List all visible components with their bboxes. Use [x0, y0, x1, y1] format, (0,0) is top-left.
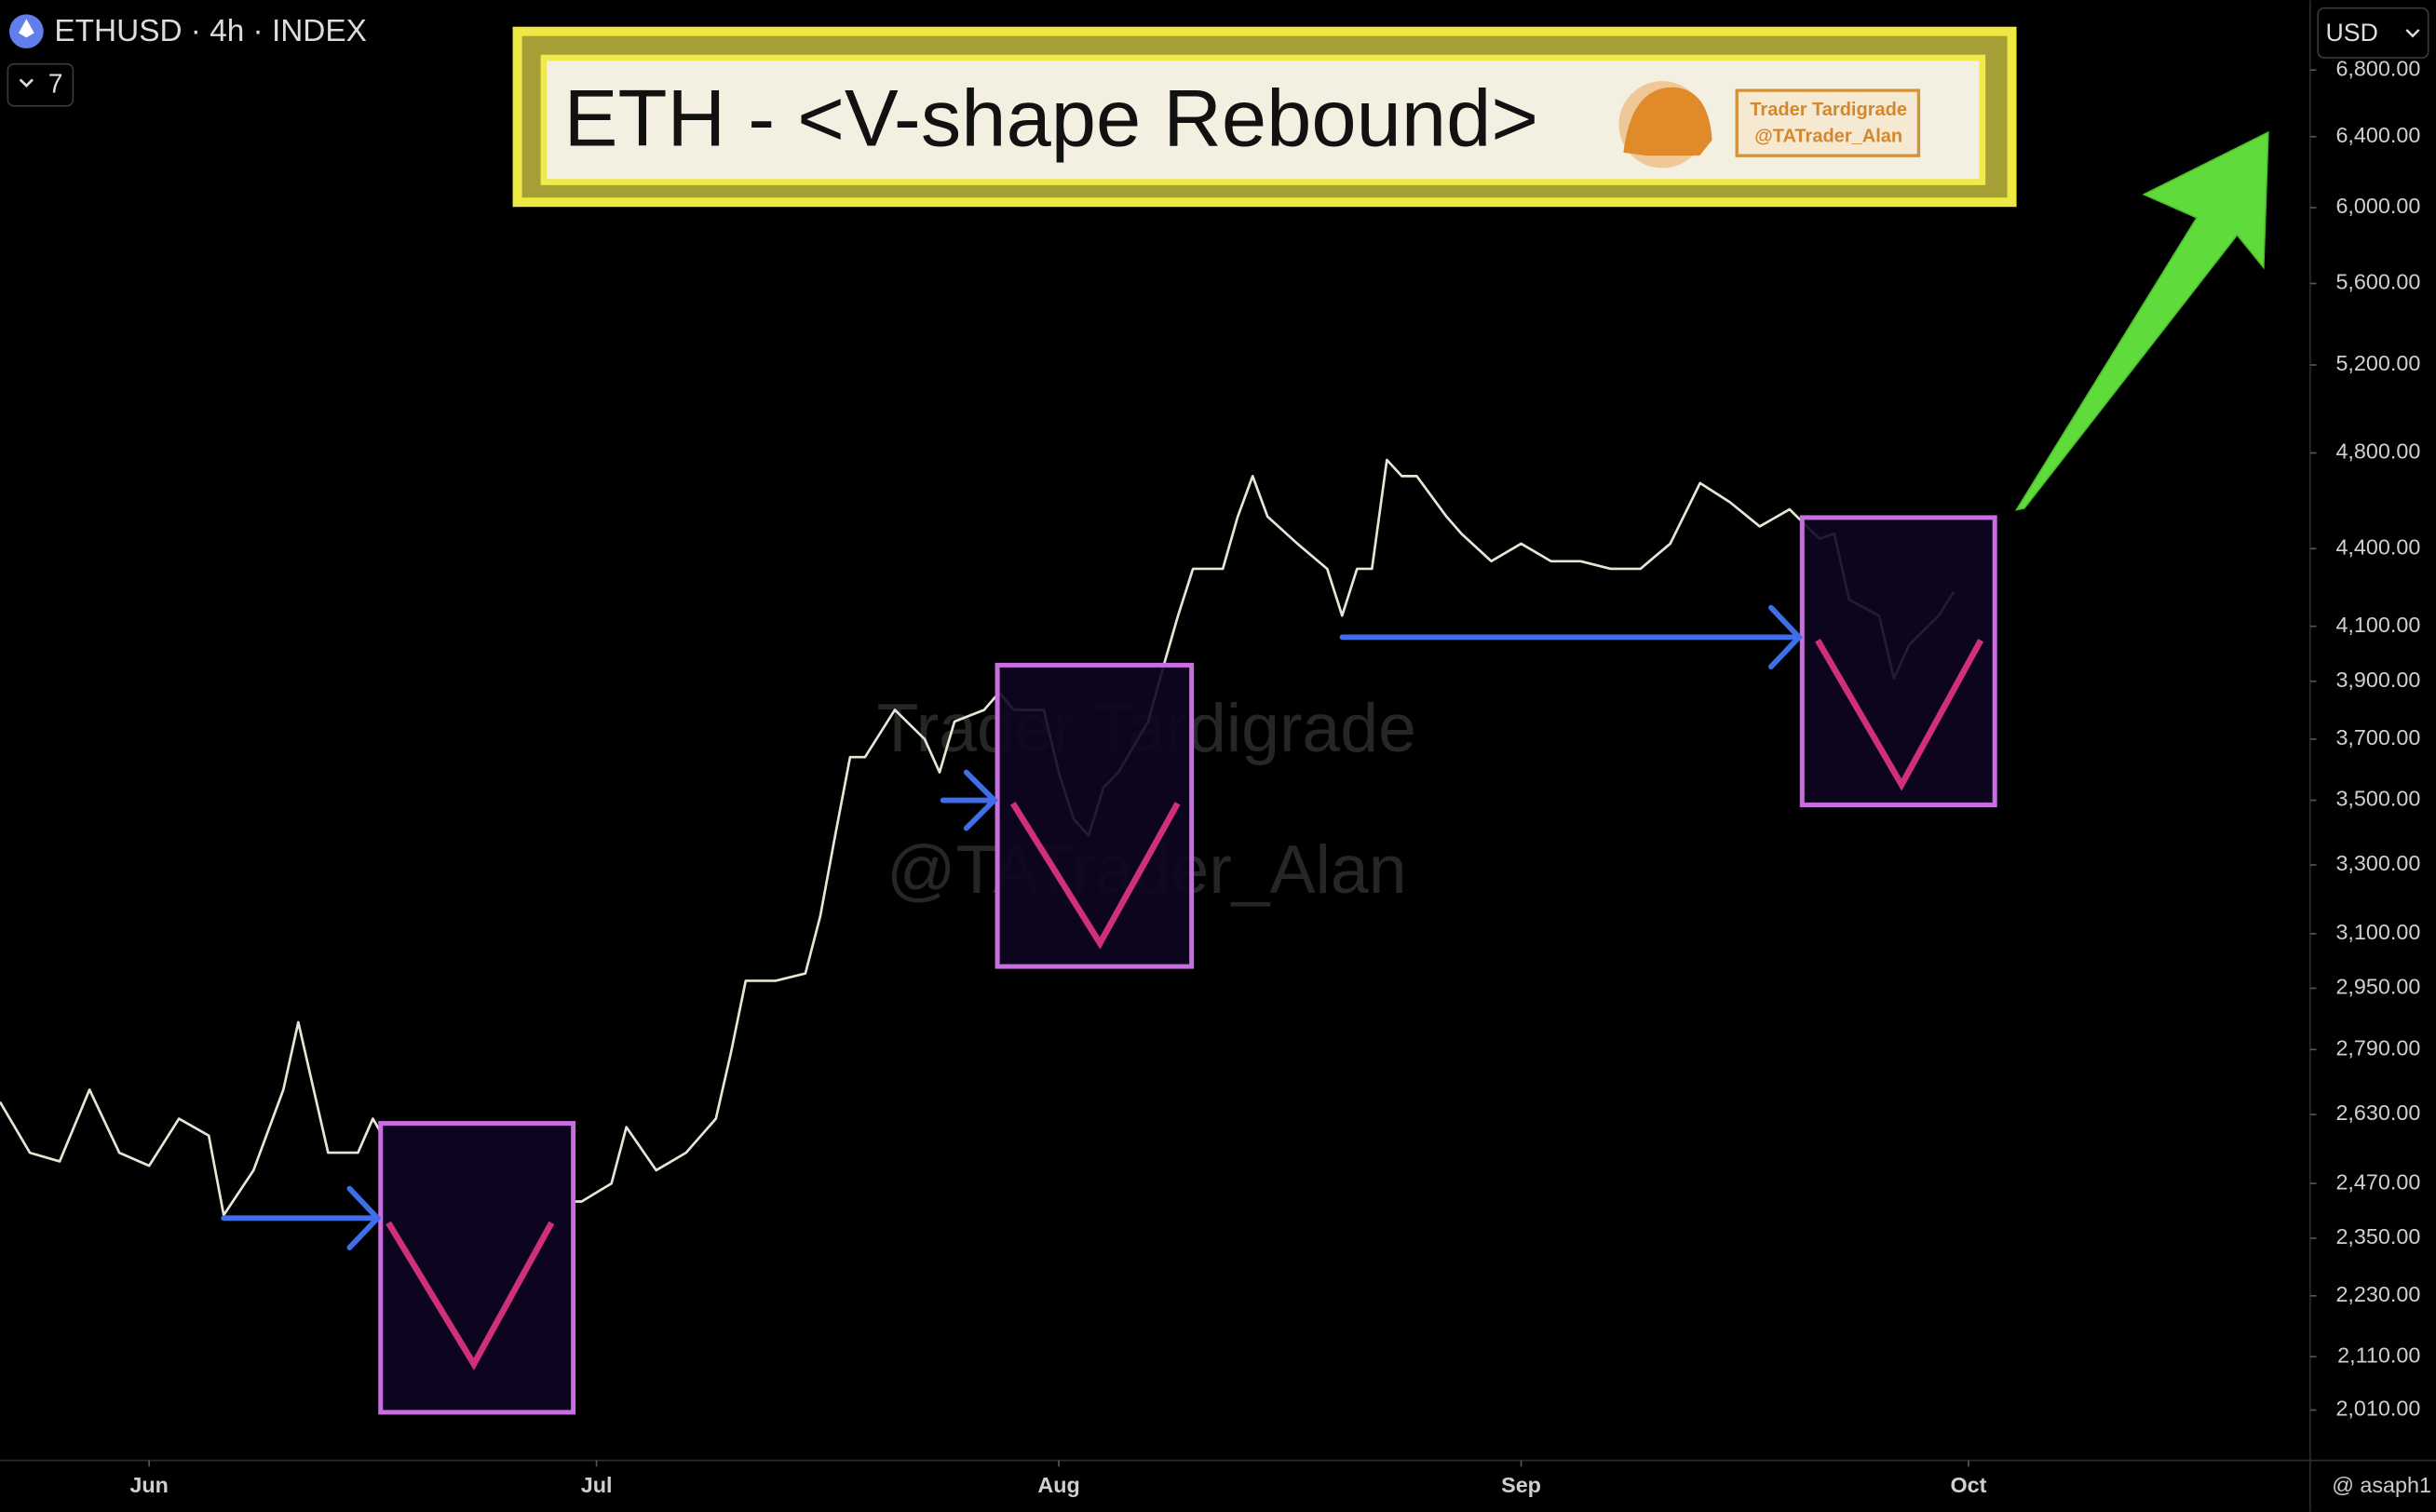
indicators-toggle[interactable]	[7, 62, 74, 107]
y-tick-label: 2,950.00	[2335, 975, 2420, 999]
y-tick-label: 5,200.00	[2335, 351, 2420, 375]
y-tick-label: 4,100.00	[2335, 613, 2420, 637]
chart-title: ETH - <V-shape Rebound>	[564, 74, 1538, 164]
logo-figure	[1623, 87, 1712, 156]
y-tick-label: 3,100.00	[2335, 920, 2420, 944]
badge-text: Trader Tardigrade	[1750, 100, 1907, 120]
y-tick-label: 2,350.00	[2335, 1224, 2420, 1249]
v-shape	[1815, 639, 1984, 791]
drawings	[221, 130, 2269, 1415]
y-tick-label: 2,010.00	[2335, 1397, 2420, 1421]
y-tick-label: 2,630.00	[2335, 1100, 2420, 1125]
badge-text: @TATrader_Alan	[1754, 126, 1902, 146]
x-tick-label: Jul	[581, 1473, 613, 1497]
x-tick-label: Aug	[1037, 1473, 1079, 1497]
y-tick-label: 6,000.00	[2335, 194, 2420, 218]
support-arrow	[1339, 604, 1803, 669]
highlight-box	[1799, 515, 1997, 808]
y-tick-label: 6,800.00	[2335, 56, 2420, 80]
support-arrow	[221, 1185, 382, 1250]
chevron	[19, 78, 34, 88]
currency-button[interactable]	[2317, 7, 2429, 59]
symbol-icon-glyph	[19, 19, 34, 38]
x-tick-label: Sep	[1501, 1473, 1541, 1497]
target-arrow	[2014, 130, 2269, 511]
y-tick-label: 4,800.00	[2335, 439, 2420, 464]
symbol-label[interactable]: ETHUSD · 4h · INDEX	[54, 14, 366, 48]
y-tick-label: 2,470.00	[2335, 1169, 2420, 1194]
y-tick-label: 5,600.00	[2335, 270, 2420, 294]
v-shape	[386, 1221, 555, 1370]
indicator-count[interactable]: 7	[48, 70, 63, 100]
y-tick-label: 3,700.00	[2335, 725, 2420, 749]
y-tick-label: 2,110.00	[2337, 1343, 2420, 1367]
title-banner: ETH - <V-shape Rebound> Trader Tardigrad…	[512, 26, 2017, 208]
y-tick-label: 6,400.00	[2335, 123, 2420, 147]
highlight-box	[378, 1121, 576, 1415]
support-arrow	[940, 769, 998, 831]
chevron	[2405, 29, 2420, 38]
y-tick-label: 3,900.00	[2335, 668, 2420, 692]
y-tick-label: 2,230.00	[2335, 1282, 2420, 1306]
currency-label[interactable]: USD	[2326, 19, 2378, 47]
y-tick-label: 3,300.00	[2335, 851, 2420, 875]
x-tick-label: Jun	[129, 1473, 169, 1497]
y-tick-label: 4,400.00	[2335, 534, 2420, 559]
y-tick-label: 2,790.00	[2335, 1035, 2420, 1060]
credit: @ asaph1	[2332, 1473, 2431, 1497]
v-shape	[1009, 802, 1181, 950]
badge	[1735, 88, 1921, 157]
y-tick-label: 3,500.00	[2335, 787, 2420, 811]
highlight-box	[995, 662, 1195, 969]
x-tick-label: Oct	[1951, 1473, 1987, 1497]
